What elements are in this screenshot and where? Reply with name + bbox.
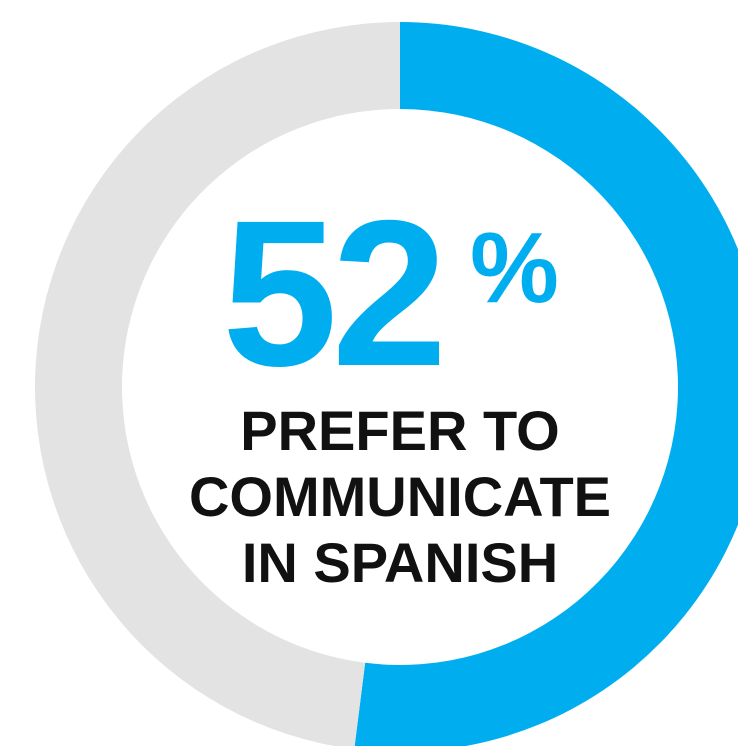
percentage-value: 52 — [222, 178, 447, 410]
caption-line-3: IN SPANISH — [241, 531, 559, 594]
slice-remaining — [35, 22, 400, 746]
caption-line-1: PREFER TO — [240, 399, 560, 462]
percentage-unit: % — [470, 212, 559, 324]
donut-slices — [35, 22, 738, 746]
slice-spanish — [354, 22, 738, 746]
caption-text: PREFER TO COMMUNICATE IN SPANISH — [150, 398, 650, 596]
caption-line-2: COMMUNICATE — [188, 465, 612, 528]
